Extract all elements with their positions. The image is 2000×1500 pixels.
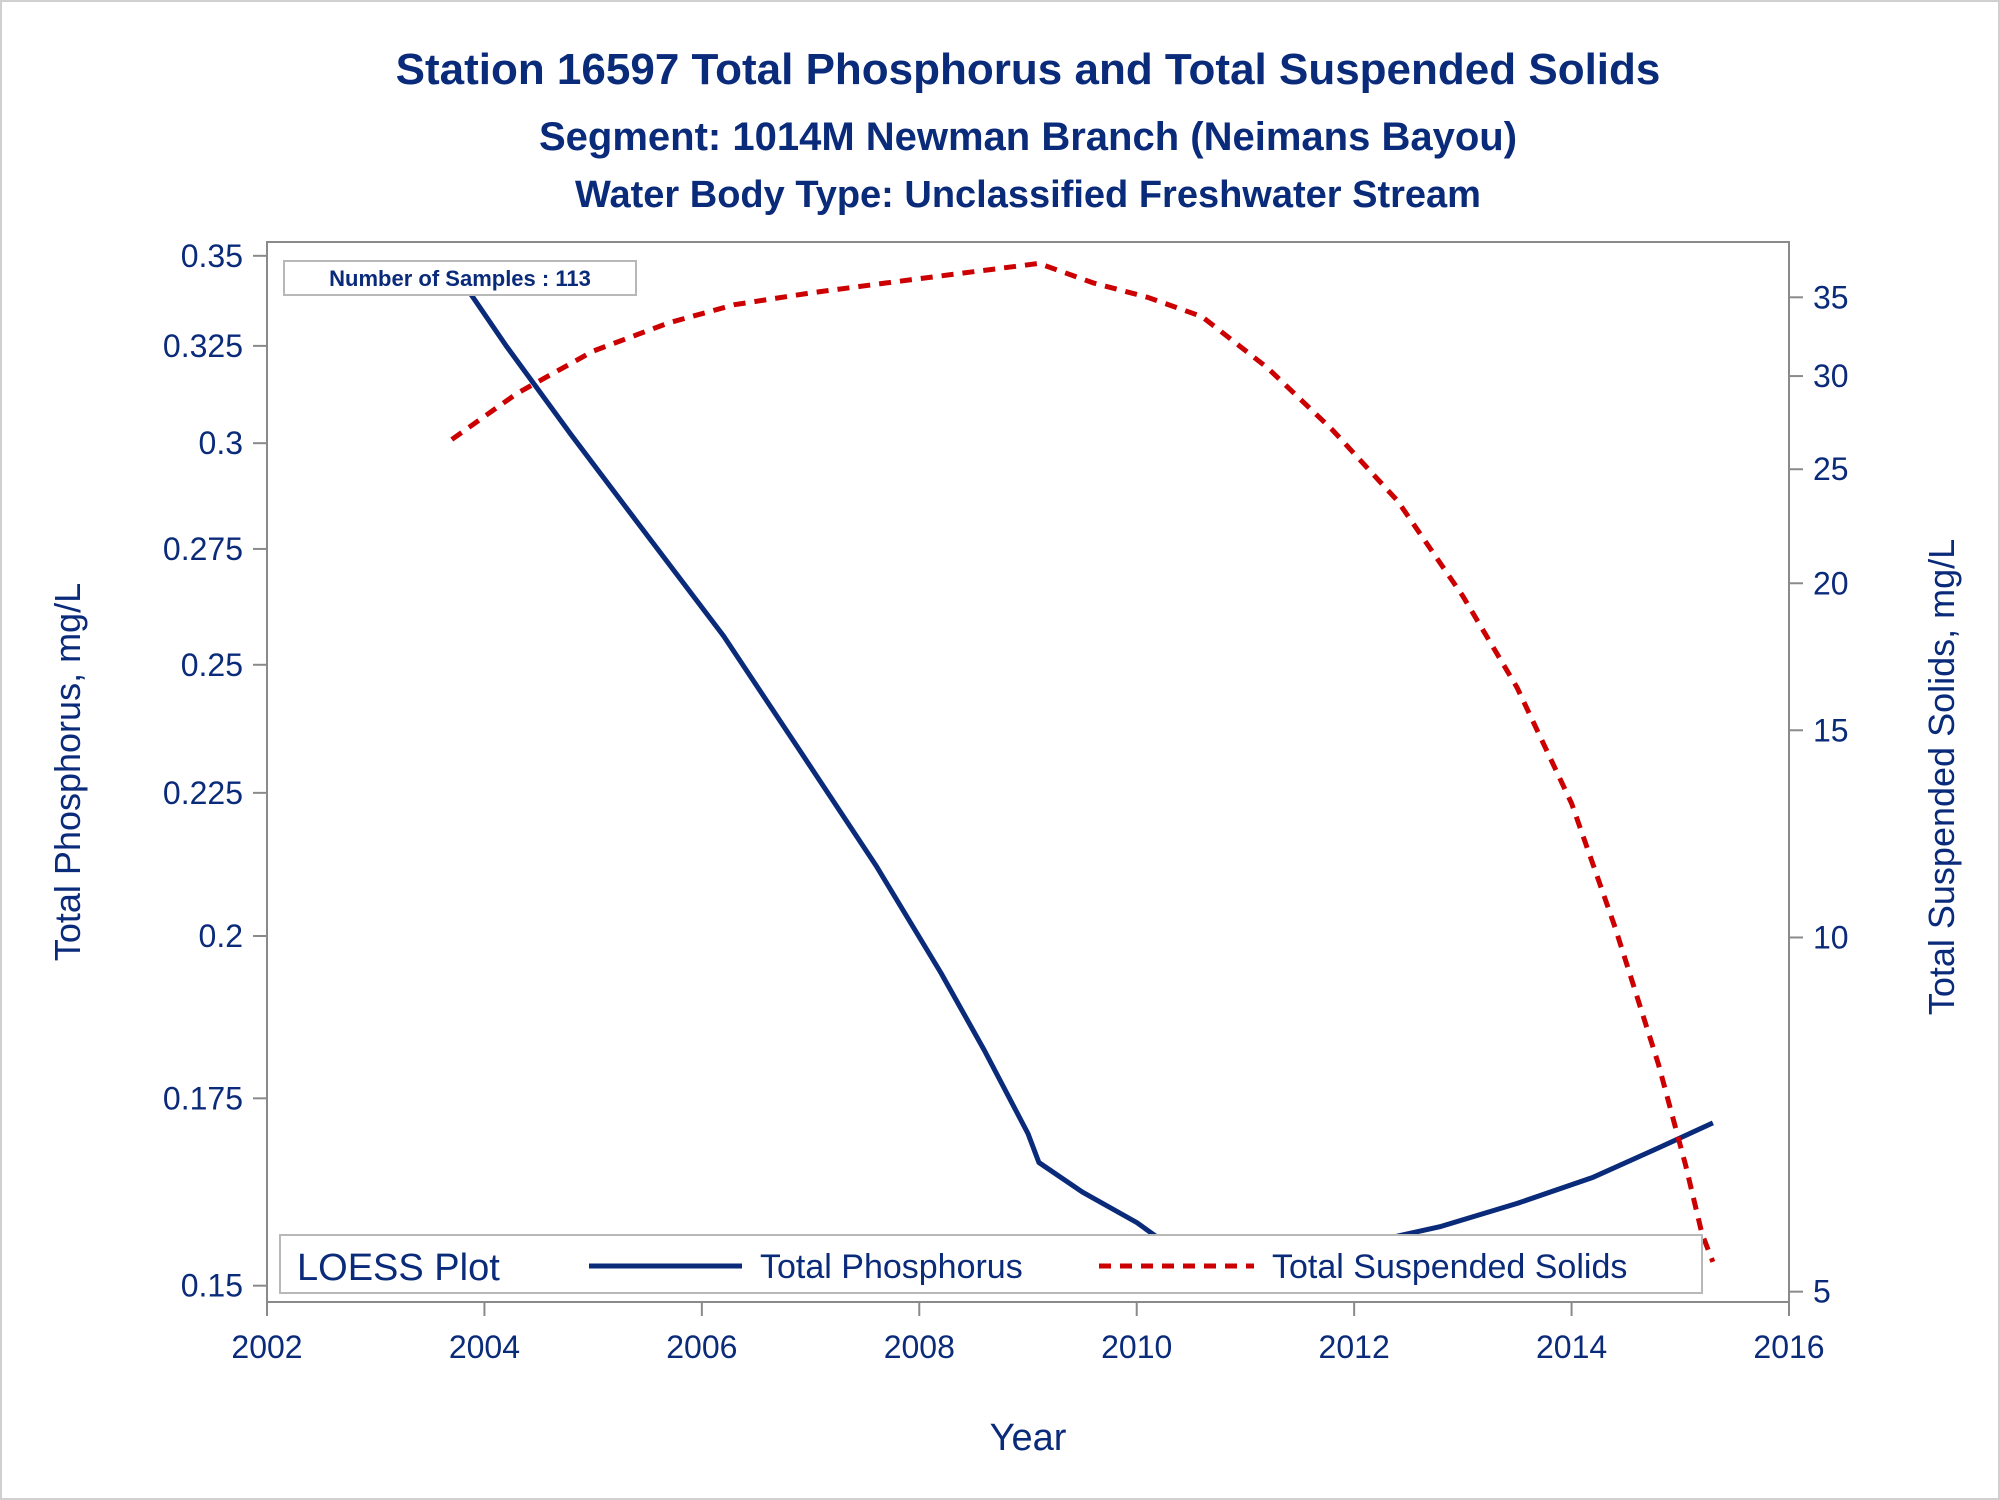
legend: LOESS Plot Total Phosphorus Total Suspen…	[279, 1234, 1703, 1294]
legend-label-total-suspended-solids: Total Suspended Solids	[1272, 1248, 1627, 1286]
x-tick-label-2016: 2016	[1753, 1329, 1824, 1365]
y-left-tick-label-0: 0.15	[181, 1268, 243, 1304]
x-tick-label-2010: 2010	[1101, 1329, 1172, 1365]
chart-subtitle-waterbody: Water Body Type: Unclassified Freshwater…	[575, 174, 1481, 216]
x-axis: 2002 2004 2006 2008 2010 2012 2014 2016	[231, 1302, 1825, 1365]
x-tick-label-2006: 2006	[666, 1329, 737, 1365]
y-right-tick-label-0: 5	[1813, 1274, 1831, 1310]
y-left-tick-label-1: 0.175	[163, 1080, 243, 1116]
samples-inset: Number of Samples : 113	[283, 260, 637, 296]
x-tick-label-2008: 2008	[884, 1329, 955, 1365]
y-left-tick-label-6: 0.3	[199, 425, 243, 461]
y-left-tick-label-8: 0.35	[181, 238, 243, 274]
y-left-tick-label-4: 0.25	[181, 647, 243, 683]
chart-title: Station 16597 Total Phosphorus and Total…	[396, 45, 1661, 94]
y-axis-right: 5 10 15 20 25 30 35	[1789, 279, 1849, 1310]
legend-box	[279, 1234, 1703, 1294]
y-right-tick-label-2: 15	[1813, 712, 1849, 748]
plot-area	[266, 241, 1790, 1303]
series-layer	[449, 260, 1716, 1277]
samples-inset-box	[283, 260, 637, 296]
x-axis-label: Year	[990, 1417, 1067, 1459]
y-right-tick-label-1: 10	[1813, 919, 1849, 955]
chart-subtitle-segment: Segment: 1014M Newman Branch (Neimans Ba…	[539, 115, 1517, 159]
y-left-tick-label-3: 0.225	[163, 775, 243, 811]
legend-title: LOESS Plot	[297, 1247, 500, 1289]
y-right-tick-label-5: 30	[1813, 358, 1849, 394]
x-tick-label-2004: 2004	[449, 1329, 520, 1365]
x-tick-label-2012: 2012	[1319, 1329, 1390, 1365]
y-right-tick-label-6: 35	[1813, 279, 1849, 315]
series-line-total-phosphorus	[449, 264, 1714, 1277]
legend-label-total-phosphorus: Total Phosphorus	[760, 1248, 1023, 1286]
x-tick-label-2002: 2002	[231, 1329, 302, 1365]
y-axis-left-label: Total Phosphorus, mg/L	[47, 583, 88, 961]
samples-inset-text: Number of Samples : 113	[329, 266, 591, 291]
y-left-tick-label-2: 0.2	[199, 918, 243, 954]
y-left-tick-label-7: 0.325	[163, 328, 243, 364]
y-axis-right-label: Total Suspended Solids, mg/L	[1921, 539, 1962, 1015]
y-axis-left: 0.15 0.175 0.2 0.225 0.25 0.275 0.3 0.325 0.35	[163, 238, 267, 1304]
y-right-tick-label-4: 25	[1813, 451, 1849, 487]
y-left-tick-label-5: 0.275	[163, 531, 243, 567]
y-right-tick-label-3: 20	[1813, 565, 1849, 601]
x-tick-label-2014: 2014	[1536, 1329, 1607, 1365]
